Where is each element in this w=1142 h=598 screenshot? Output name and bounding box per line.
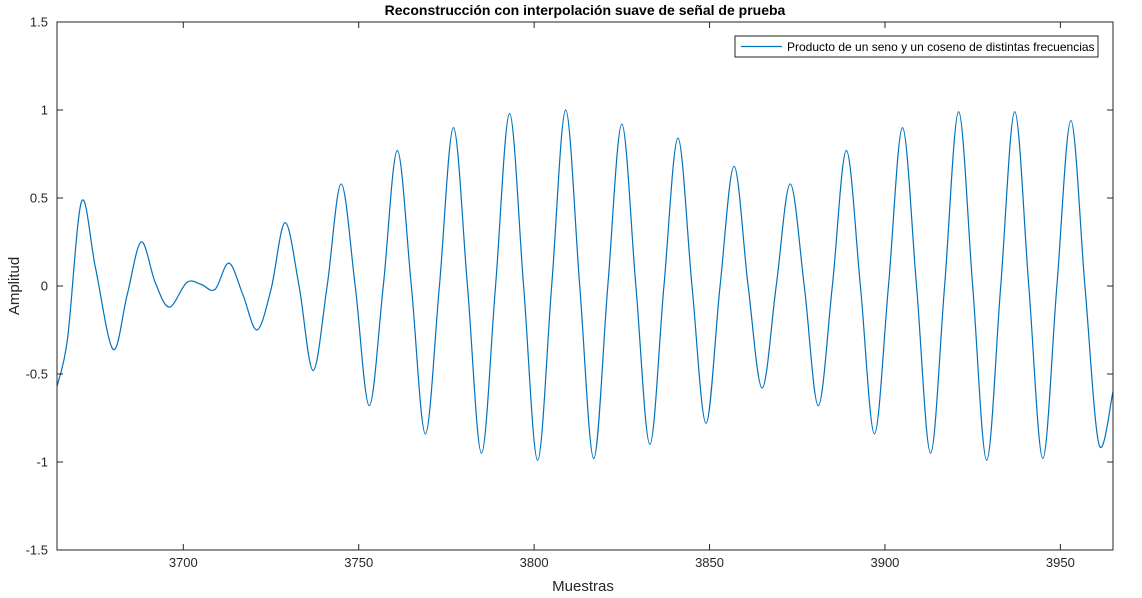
x-tick-label: 3750	[344, 555, 373, 570]
legend-label: Producto de un seno y un coseno de disti…	[787, 40, 1095, 54]
y-tick-label: 1.5	[30, 15, 48, 30]
x-tick-label: 3950	[1046, 555, 1075, 570]
chart-title: Reconstrucción con interpolación suave d…	[385, 2, 786, 18]
plot-area: 3700 3750 3800 3850 3900 3950 -1.5 -1 -0.5 0 0.5 1 1…	[26, 15, 1114, 570]
x-axis-label: Muestras	[552, 578, 614, 595]
y-tick-label: 0.5	[30, 191, 48, 206]
series-line	[57, 109, 1113, 461]
x-tick-label: 3700	[169, 555, 198, 570]
legend-box	[734, 35, 1099, 58]
y-axis-label: Amplitud	[6, 257, 23, 315]
legend: Producto de un seno y un coseno de disti…	[734, 35, 1099, 58]
x-tick-label: 3850	[695, 555, 724, 570]
y-tick-label: -1	[36, 455, 48, 470]
y-tick-label: -0.5	[26, 367, 48, 382]
y-tick-label: 1	[41, 103, 48, 118]
y-tick-label: -1.5	[26, 543, 48, 558]
x-tick-label: 3900	[870, 555, 899, 570]
x-tick-label: 3800	[520, 555, 549, 570]
y-tick-label: 0	[41, 279, 48, 294]
